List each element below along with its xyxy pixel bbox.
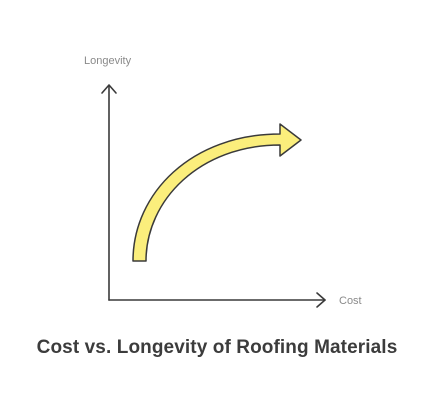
y-axis-label: Longevity: [84, 55, 132, 67]
x-axis-arrowhead-icon: [316, 292, 326, 308]
diagram-caption: Cost vs. Longevity of Roofing Materials: [36, 337, 398, 358]
x-axis-label: Cost: [339, 295, 362, 307]
y-axis-arrowhead-icon: [101, 84, 117, 94]
curved-growth-arrow-icon: [132, 123, 302, 262]
